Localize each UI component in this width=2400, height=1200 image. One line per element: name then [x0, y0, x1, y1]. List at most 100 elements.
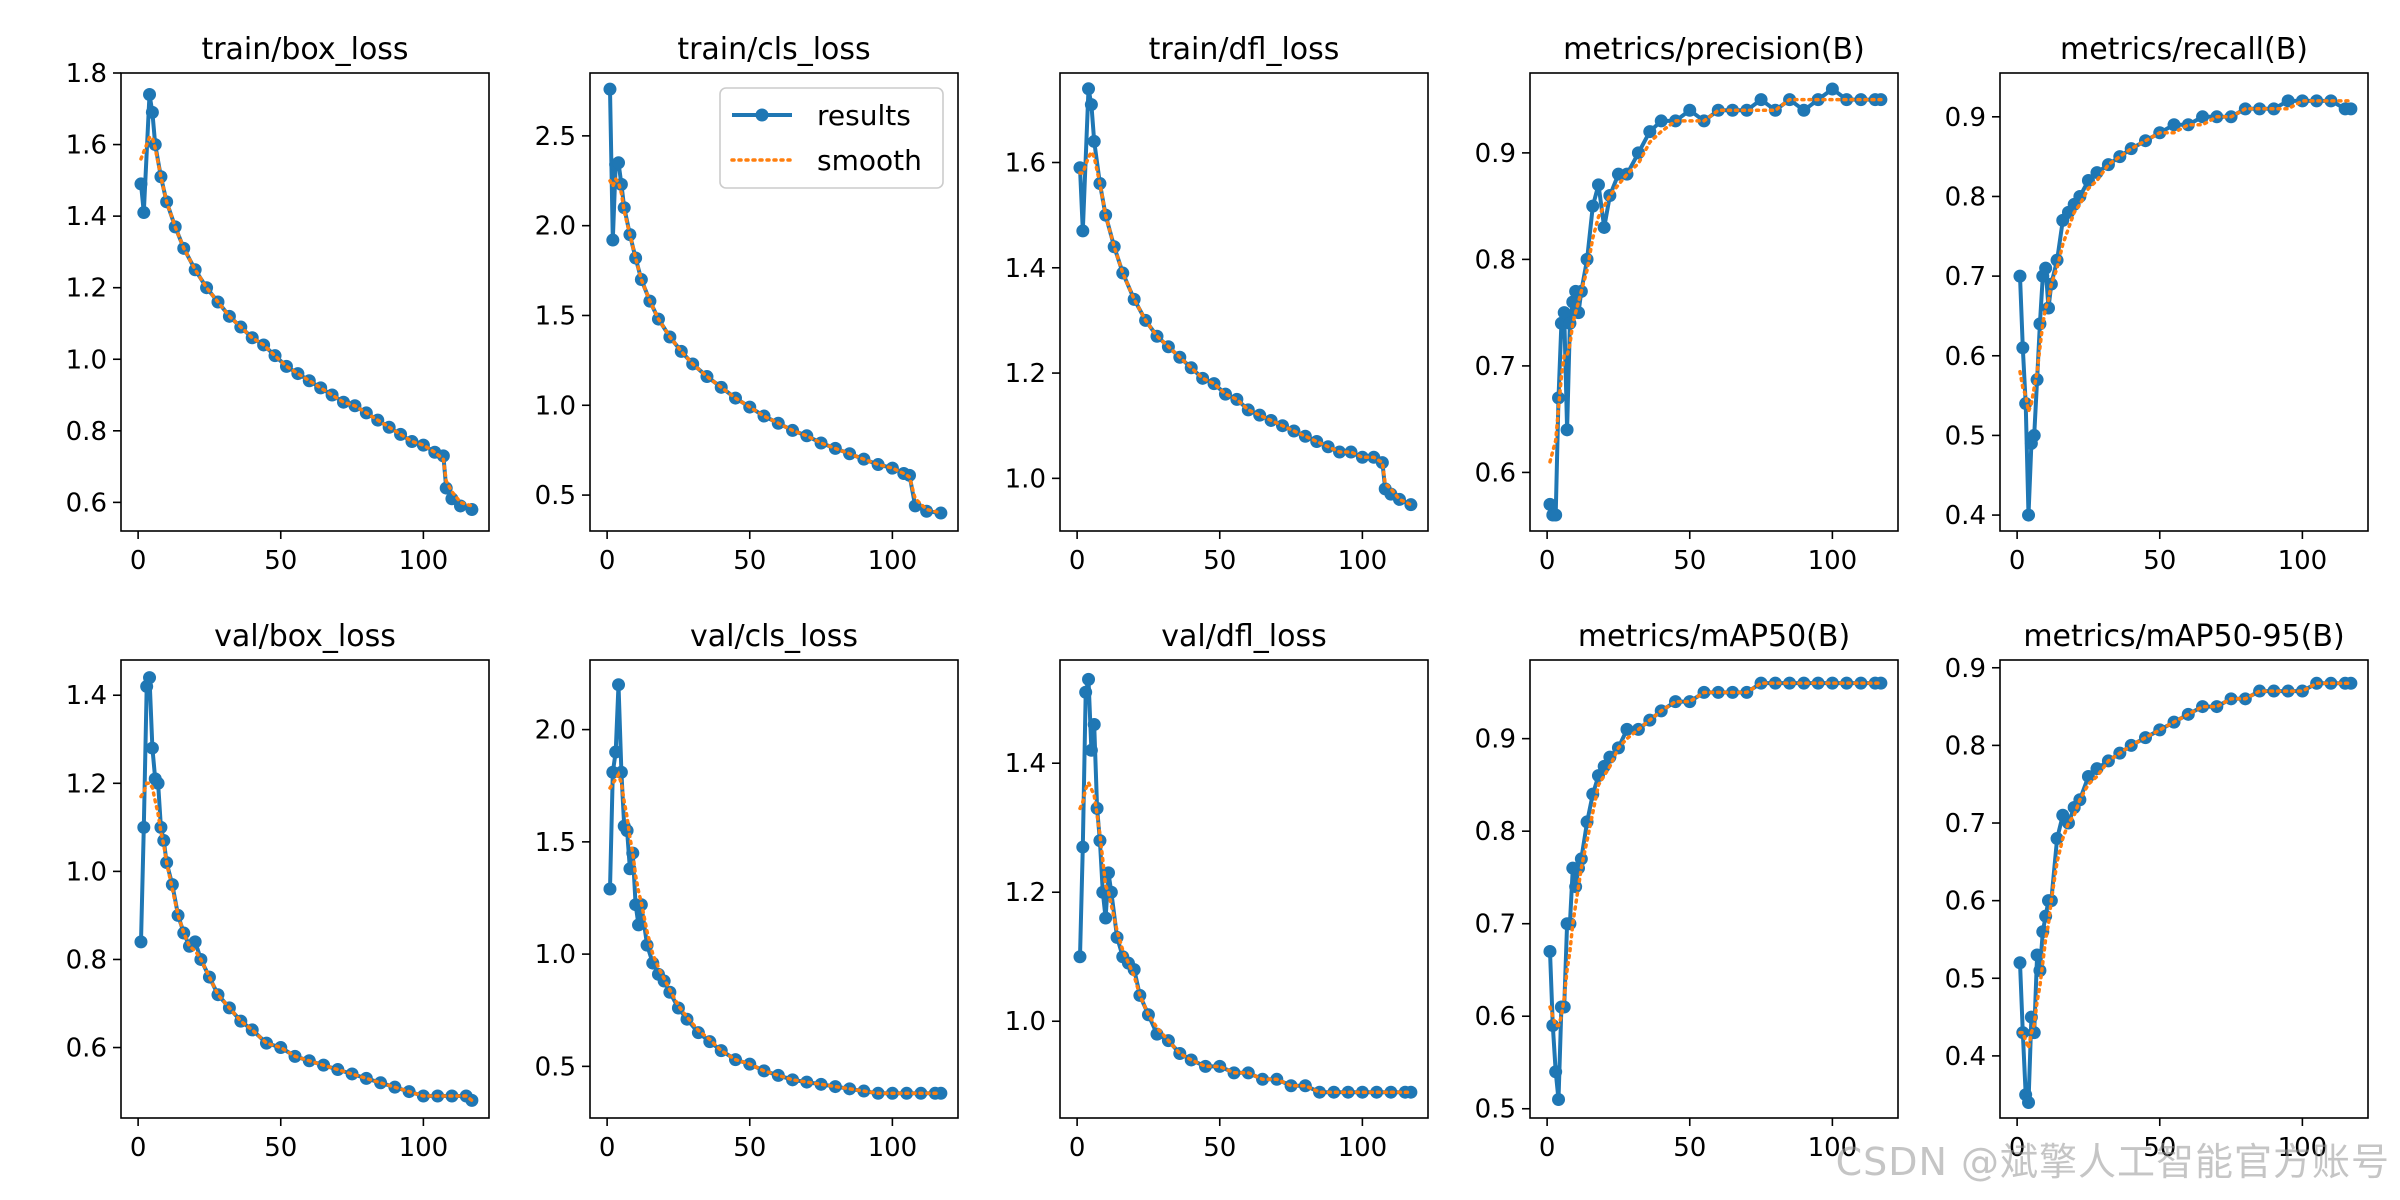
y-tick-label: 1.0 — [535, 391, 576, 421]
axes-frame — [589, 659, 959, 1119]
series-results-point — [2013, 956, 2027, 970]
x-tick-label: 100 — [868, 546, 918, 576]
series-results-point — [714, 1044, 728, 1058]
y-tick-label: 0.7 — [1475, 352, 1516, 382]
series-results-point — [1253, 408, 1267, 422]
subplot-title: train/box_loss — [201, 32, 408, 67]
y-tick-label: 0.6 — [66, 1034, 107, 1064]
series-results-point — [1079, 685, 1093, 699]
y-tick-label: 0.8 — [66, 417, 107, 447]
subplot-title: train/cls_loss — [677, 32, 870, 67]
axes-frame — [589, 72, 959, 532]
series-results-point — [1549, 1065, 1563, 1079]
series-results-point — [345, 1067, 359, 1081]
series-results-point — [626, 846, 640, 860]
subplot-2: train/cls_loss 0 50 100 0.5 1.0 1.5 2.0 2.5 — [535, 32, 959, 576]
series-results-point — [1084, 743, 1098, 757]
series-results-point — [1683, 103, 1697, 117]
x-tick-label: 50 — [1203, 546, 1236, 576]
series-results-point — [1404, 1085, 1418, 1099]
series-results-point — [1076, 840, 1090, 854]
subplot-title: val/box_loss — [214, 619, 396, 654]
y-tick-label: 1.2 — [66, 769, 107, 799]
x-tick-label: 0 — [599, 1133, 616, 1163]
series-results-point — [1569, 880, 1583, 894]
series-smooth-line — [1078, 778, 1413, 1094]
y-tick-label: 0.5 — [535, 1052, 576, 1082]
series-results-point — [1563, 917, 1577, 931]
series-results-point — [1586, 199, 1600, 213]
series-results-point — [1107, 240, 1121, 254]
series-results-point — [234, 1014, 248, 1028]
series-results-point — [2101, 158, 2115, 172]
x-tick-label: 50 — [733, 546, 766, 576]
series-results-line — [1548, 87, 1881, 517]
series-results-point — [137, 206, 151, 220]
series-results-point — [1643, 125, 1657, 139]
series-results-point — [200, 281, 214, 295]
series-results-point — [1073, 161, 1087, 175]
subplot-5: metrics/recall(B) 0 50 100 0.4 0.5 0.6 0.7 0.8 0.… — [1945, 32, 2369, 576]
series-results-point — [2027, 1026, 2041, 1040]
series-smooth-line — [1548, 681, 1883, 1028]
y-tick-label: 0.5 — [1475, 1095, 1516, 1125]
series-results-point — [143, 87, 157, 101]
series-results-point — [436, 449, 450, 463]
y-tick-label: 1.0 — [1005, 464, 1046, 494]
series-results-point — [2033, 964, 2047, 978]
series-results-point — [1597, 220, 1611, 234]
x-tick-label: 100 — [399, 546, 449, 576]
y-tick-label: 1.4 — [1005, 749, 1046, 779]
subplot-title: metrics/mAP50(B) — [1578, 619, 1850, 654]
series-results-point — [188, 263, 202, 277]
legend-results-label: results — [817, 99, 911, 132]
series-results-point — [2050, 832, 2064, 846]
x-tick-label: 100 — [2278, 1133, 2328, 1163]
series-results-point — [2022, 508, 2036, 522]
subplot-10: metrics/mAP50-95(B) 0 50 100 0.4 0.5 0.6 0.7 0.8… — [1945, 619, 2369, 1163]
series-results-point — [2344, 676, 2358, 690]
series-results-point — [134, 177, 148, 191]
series-results-point — [134, 935, 148, 949]
y-tick-label: 0.6 — [66, 488, 107, 518]
series-results-point — [1797, 103, 1811, 117]
y-tick-label: 0.4 — [1945, 1042, 1986, 1072]
series-results-line — [1078, 677, 1411, 1095]
series-results-point — [188, 935, 202, 949]
series-smooth-line — [2018, 99, 2353, 419]
y-tick-label: 1.4 — [66, 202, 107, 232]
x-tick-label: 0 — [1539, 1133, 1556, 1163]
x-tick-label: 50 — [2143, 1133, 2176, 1163]
series-results-line — [608, 682, 941, 1096]
y-tick-label: 0.6 — [1475, 1002, 1516, 1032]
series-results-point — [453, 499, 467, 513]
series-results-point — [2013, 269, 2027, 283]
series-smooth-line — [608, 770, 943, 1096]
axes-frame — [1999, 659, 2369, 1119]
series-results-point — [1082, 82, 1096, 96]
x-tick-label: 0 — [1069, 1133, 1086, 1163]
series-results-point — [612, 678, 626, 692]
series-smooth-line — [1548, 97, 1883, 464]
y-tick-label: 0.7 — [1475, 910, 1516, 940]
y-tick-label: 1.2 — [1005, 878, 1046, 908]
x-tick-label: 0 — [2009, 1133, 2026, 1163]
y-tick-label: 0.8 — [1475, 245, 1516, 275]
series-results-point — [1101, 866, 1115, 880]
series-results-point — [1087, 718, 1101, 732]
series-results-point — [1087, 134, 1101, 148]
x-tick-label: 0 — [599, 546, 616, 576]
y-tick-label: 0.8 — [1945, 731, 1986, 761]
y-tick-label: 1.6 — [66, 131, 107, 161]
y-tick-label: 0.8 — [1945, 182, 1986, 212]
series-results-line — [139, 675, 474, 1102]
x-tick-label: 0 — [1069, 546, 1086, 576]
series-results-point — [359, 1071, 373, 1085]
series-results-point — [2039, 261, 2053, 275]
series-results-point — [2022, 1095, 2036, 1109]
y-tick-label: 1.8 — [66, 59, 107, 89]
series-results-point — [1591, 178, 1605, 192]
series-results-point — [211, 988, 225, 1002]
series-results-point — [2344, 102, 2358, 116]
